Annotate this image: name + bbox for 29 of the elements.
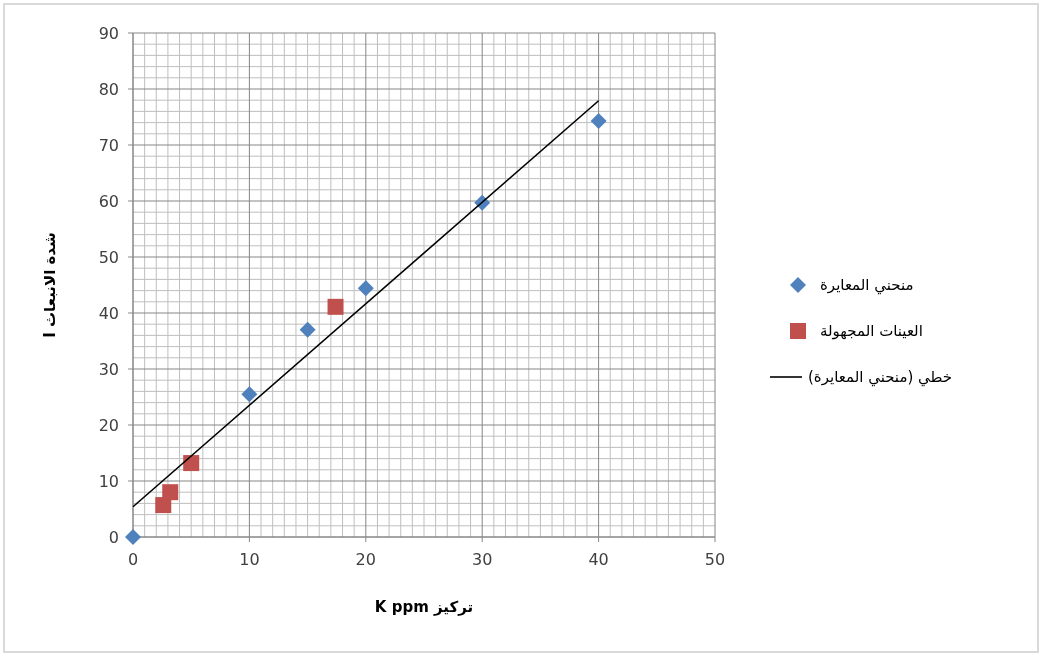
legend-label: منحني المعايرة xyxy=(820,276,914,295)
x-tick-label: 0 xyxy=(127,550,139,569)
point xyxy=(125,529,141,545)
y-tick-label: 30 xyxy=(98,360,119,379)
x-tick-label: 30 xyxy=(472,550,493,569)
point xyxy=(590,112,607,129)
y-tick-label: 80 xyxy=(98,80,119,99)
legend-label: العينات المجهولة xyxy=(820,322,923,340)
x-tick-label: 50 xyxy=(704,550,726,569)
legend-label: خطي (منحني المعايرة) xyxy=(808,368,953,387)
y-axis-title: شدة الانبعاث I xyxy=(41,232,59,338)
point xyxy=(299,321,316,338)
x-axis-title: تركيز K ppm xyxy=(374,598,474,616)
y-tick-label: 70 xyxy=(98,136,119,155)
point xyxy=(162,484,179,501)
point xyxy=(327,298,344,315)
y-tick-label: 60 xyxy=(98,192,119,211)
point xyxy=(241,386,258,403)
y-tick-label: 0 xyxy=(108,528,119,547)
y-tick-label: 50 xyxy=(98,248,119,267)
x-tick-label: 10 xyxy=(239,550,260,569)
x-tick-label: 40 xyxy=(588,550,609,569)
point xyxy=(183,455,200,472)
point xyxy=(357,280,374,297)
y-tick-label: 90 xyxy=(98,24,119,43)
y-tick-label: 40 xyxy=(98,304,119,323)
y-tick-label: 20 xyxy=(98,416,119,435)
y-tick-label: 10 xyxy=(98,472,119,491)
x-tick-label: 20 xyxy=(355,550,376,569)
